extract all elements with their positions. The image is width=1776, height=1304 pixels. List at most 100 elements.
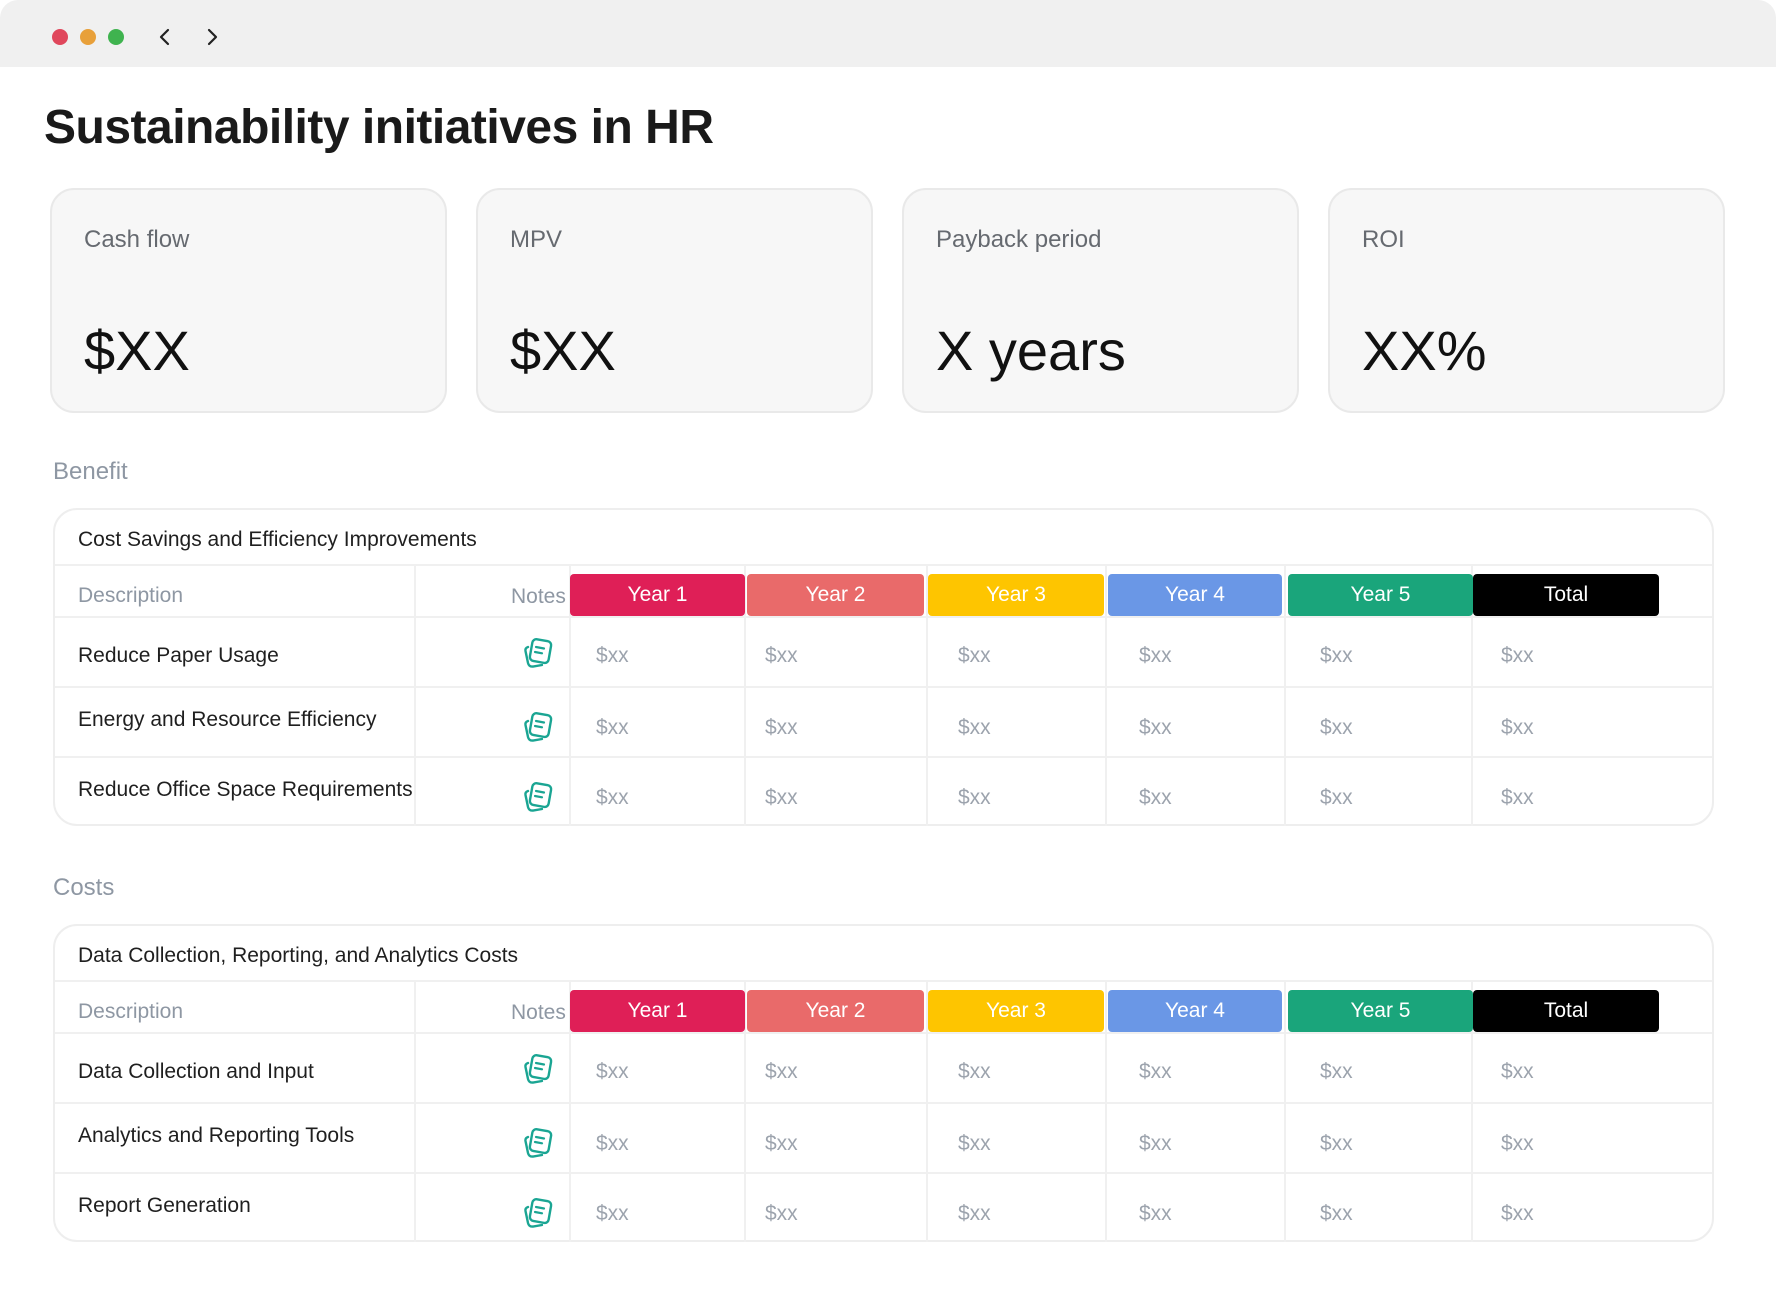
cell-value-year-2[interactable]: $xx bbox=[765, 786, 798, 809]
cell-value-year-5[interactable]: $xx bbox=[1320, 1060, 1353, 1083]
cell-value-year-1[interactable]: $xx bbox=[596, 716, 629, 739]
column-header-year-3: Year 3 bbox=[928, 990, 1104, 1032]
maximize-window-button[interactable] bbox=[108, 29, 124, 45]
cell-value-year-3[interactable]: $xx bbox=[958, 1060, 991, 1083]
cell-value-year-3[interactable]: $xx bbox=[958, 786, 991, 809]
kpi-label: MPV bbox=[510, 226, 563, 253]
kpi-card-mpv: MPV $XX bbox=[476, 188, 873, 413]
table-panel-benefit: Cost Savings and Efficiency Improvements… bbox=[53, 508, 1714, 826]
note-icon[interactable] bbox=[520, 710, 556, 746]
column-divider bbox=[1284, 980, 1286, 1242]
cell-value-year-1[interactable]: $xx bbox=[596, 1202, 629, 1225]
cell-value-total[interactable]: $xx bbox=[1501, 1202, 1534, 1225]
table-row: Reduce Paper Usage $xx $xx $xx $xx $xx $xx bbox=[55, 622, 1712, 686]
cell-value-total[interactable]: $xx bbox=[1501, 1060, 1534, 1083]
row-divider bbox=[55, 756, 1712, 758]
column-divider bbox=[1105, 980, 1107, 1242]
column-divider bbox=[414, 564, 416, 826]
cell-value-total[interactable]: $xx bbox=[1501, 716, 1534, 739]
forward-button[interactable] bbox=[199, 23, 225, 51]
chevron-right-icon bbox=[207, 28, 218, 46]
cell-value-total[interactable]: $xx bbox=[1501, 786, 1534, 809]
kpi-value: X years bbox=[936, 319, 1126, 382]
note-icon[interactable] bbox=[520, 1126, 556, 1162]
row-divider bbox=[55, 616, 1712, 618]
cell-value-year-3[interactable]: $xx bbox=[958, 644, 991, 667]
column-header-year-1: Year 1 bbox=[570, 990, 745, 1032]
title-bar bbox=[0, 0, 1776, 67]
cell-value-year-3[interactable]: $xx bbox=[958, 716, 991, 739]
cell-value-year-5[interactable]: $xx bbox=[1320, 716, 1353, 739]
column-header-notes: Notes bbox=[511, 585, 566, 608]
cell-value-year-3[interactable]: $xx bbox=[958, 1202, 991, 1225]
cell-value-year-2[interactable]: $xx bbox=[765, 644, 798, 667]
cell-value-year-4[interactable]: $xx bbox=[1139, 716, 1172, 739]
cell-value-year-4[interactable]: $xx bbox=[1139, 644, 1172, 667]
table-panel-costs: Data Collection, Reporting, and Analytic… bbox=[53, 924, 1714, 1242]
row-description: Reduce Paper Usage bbox=[78, 644, 279, 667]
minimize-window-button[interactable] bbox=[80, 29, 96, 45]
cell-value-year-5[interactable]: $xx bbox=[1320, 1132, 1353, 1155]
note-icon[interactable] bbox=[520, 1196, 556, 1232]
note-icon[interactable] bbox=[520, 1052, 556, 1088]
section-label-costs: Costs bbox=[53, 874, 115, 901]
cell-value-year-5[interactable]: $xx bbox=[1320, 786, 1353, 809]
kpi-value: $XX bbox=[84, 319, 190, 382]
note-icon[interactable] bbox=[520, 780, 556, 816]
cell-value-total[interactable]: $xx bbox=[1501, 644, 1534, 667]
panel-title: Data Collection, Reporting, and Analytic… bbox=[78, 944, 519, 967]
cell-value-year-4[interactable]: $xx bbox=[1139, 1202, 1172, 1225]
table-row: Analytics and Reporting Tools $xx $xx $xx $x… bbox=[55, 1108, 1712, 1172]
cell-value-year-1[interactable]: $xx bbox=[596, 1132, 629, 1155]
cell-value-year-5[interactable]: $xx bbox=[1320, 644, 1353, 667]
note-icon[interactable] bbox=[520, 636, 556, 672]
cell-value-year-4[interactable]: $xx bbox=[1139, 1132, 1172, 1155]
kpi-label: Payback period bbox=[936, 226, 1102, 253]
column-header-year-1: Year 1 bbox=[570, 574, 745, 616]
page-title: Sustainability initiatives in HR bbox=[44, 101, 714, 154]
kpi-value: $XX bbox=[510, 319, 616, 382]
column-divider bbox=[1471, 564, 1473, 826]
column-header-total: Total bbox=[1473, 574, 1659, 616]
back-button[interactable] bbox=[152, 23, 178, 51]
table-row: Data Collection and Input $xx $xx $xx $xx $xx… bbox=[55, 1038, 1712, 1102]
row-divider bbox=[55, 564, 1712, 566]
column-divider bbox=[744, 564, 746, 826]
row-description: Energy and Resource Efficiency bbox=[78, 708, 377, 731]
column-divider bbox=[1105, 564, 1107, 826]
column-divider bbox=[926, 564, 928, 826]
column-divider bbox=[569, 564, 571, 826]
cell-value-year-3[interactable]: $xx bbox=[958, 1132, 991, 1155]
cell-value-year-2[interactable]: $xx bbox=[765, 1202, 798, 1225]
row-description: Report Generation bbox=[78, 1194, 251, 1217]
column-divider bbox=[926, 980, 928, 1242]
column-divider bbox=[744, 980, 746, 1242]
table-row: Report Generation $xx $xx $xx $xx $xx $xx bbox=[55, 1178, 1712, 1242]
cell-value-total[interactable]: $xx bbox=[1501, 1132, 1534, 1155]
cell-value-year-5[interactable]: $xx bbox=[1320, 1202, 1353, 1225]
row-description: Reduce Office Space Requirements bbox=[78, 778, 413, 801]
cell-value-year-4[interactable]: $xx bbox=[1139, 786, 1172, 809]
column-header-total: Total bbox=[1473, 990, 1659, 1032]
cell-value-year-1[interactable]: $xx bbox=[596, 644, 629, 667]
cell-value-year-1[interactable]: $xx bbox=[596, 1060, 629, 1083]
close-window-button[interactable] bbox=[52, 29, 68, 45]
kpi-card-roi: ROI XX% bbox=[1328, 188, 1725, 413]
column-divider bbox=[1284, 564, 1286, 826]
cell-value-year-2[interactable]: $xx bbox=[765, 1132, 798, 1155]
row-divider bbox=[55, 980, 1712, 982]
cell-value-year-4[interactable]: $xx bbox=[1139, 1060, 1172, 1083]
row-divider bbox=[55, 1172, 1712, 1174]
cell-value-year-2[interactable]: $xx bbox=[765, 1060, 798, 1083]
column-header-year-5: Year 5 bbox=[1288, 990, 1473, 1032]
row-divider bbox=[55, 1032, 1712, 1034]
column-header-year-5: Year 5 bbox=[1288, 574, 1473, 616]
cell-value-year-2[interactable]: $xx bbox=[765, 716, 798, 739]
column-header-year-3: Year 3 bbox=[928, 574, 1104, 616]
column-header-notes: Notes bbox=[511, 1001, 566, 1024]
column-header-year-2: Year 2 bbox=[747, 990, 924, 1032]
cell-value-year-1[interactable]: $xx bbox=[596, 786, 629, 809]
column-header-description: Description bbox=[78, 584, 184, 607]
column-divider bbox=[569, 980, 571, 1242]
kpi-card-payback-period: Payback period X years bbox=[902, 188, 1299, 413]
